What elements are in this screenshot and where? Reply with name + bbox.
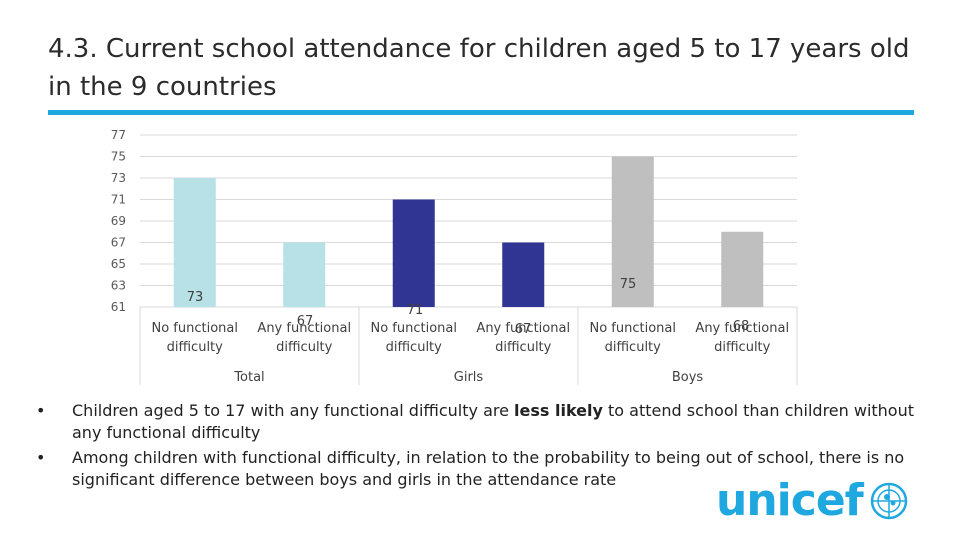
group-label: Girls [454, 370, 484, 385]
bar [611, 156, 654, 307]
data-label: 73 [187, 290, 204, 305]
bullet-1-emphasis: less likely [514, 401, 603, 420]
unicef-emblem-icon [870, 482, 908, 520]
x-category-label: No functional [152, 321, 239, 336]
x-category-label: Any functional [476, 321, 570, 336]
bullet-2-text: Among children with functional difficult… [72, 448, 905, 489]
bullet-1-text-start: Children aged 5 to 17 with any functiona… [72, 401, 515, 420]
x-category-label: Any functional [695, 321, 789, 336]
data-label: 71 [407, 303, 424, 318]
x-category-label: difficulty [167, 340, 224, 355]
data-label: 67 [515, 322, 532, 337]
data-label: 68 [733, 319, 750, 334]
y-tick-label: 75 [111, 150, 126, 164]
y-tick-label: 65 [111, 257, 126, 271]
title-underline [48, 110, 914, 115]
bar [173, 178, 216, 307]
y-tick-label: 77 [111, 128, 126, 142]
x-category-label: difficulty [714, 340, 771, 355]
x-category-label: Any functional [257, 321, 351, 336]
bullet-dot: • [36, 401, 46, 420]
x-category-label: difficulty [386, 340, 443, 355]
bullet-list: • Children aged 5 to 17 with any functio… [28, 400, 928, 494]
logo-wordmark: unicef [716, 475, 864, 526]
unicef-logo: unicef [716, 478, 909, 524]
bullet-1-text-end: to attend school than children without a… [72, 401, 915, 442]
bullet-item-2: • Among children with functional difficu… [28, 447, 928, 491]
x-category-label: difficulty [276, 340, 333, 355]
bar-chart: 77 75 73 71 69 67 65 63 61 73 No functional difficu… [111, 128, 798, 385]
group-label: Boys [672, 370, 704, 385]
bar [502, 242, 545, 307]
slide-title: 4.3. Current school attendance for child… [48, 30, 928, 106]
bullet-dot: • [36, 448, 46, 467]
bar [283, 242, 326, 307]
x-category-label: No functional [371, 321, 458, 336]
bullet-item-1: • Children aged 5 to 17 with any functio… [28, 400, 928, 444]
slide-title-line-2: in the 9 countries [48, 72, 277, 102]
slide-title-line-1: 4.3. Current school attendance for child… [48, 34, 910, 64]
y-tick-label: 73 [111, 171, 126, 185]
x-category-label: No functional [590, 321, 677, 336]
data-label: 75 [620, 277, 637, 292]
y-tick-label: 71 [111, 193, 126, 207]
data-label: 67 [297, 314, 314, 329]
y-tick-label: 61 [111, 300, 126, 314]
y-tick-label: 69 [111, 214, 126, 228]
group-label: Total [233, 370, 264, 385]
x-category-label: difficulty [605, 340, 662, 355]
bar [721, 231, 764, 307]
x-category-label: difficulty [495, 340, 552, 355]
y-tick-label: 63 [111, 279, 126, 293]
bar [392, 199, 435, 307]
y-tick-label: 67 [111, 236, 126, 250]
